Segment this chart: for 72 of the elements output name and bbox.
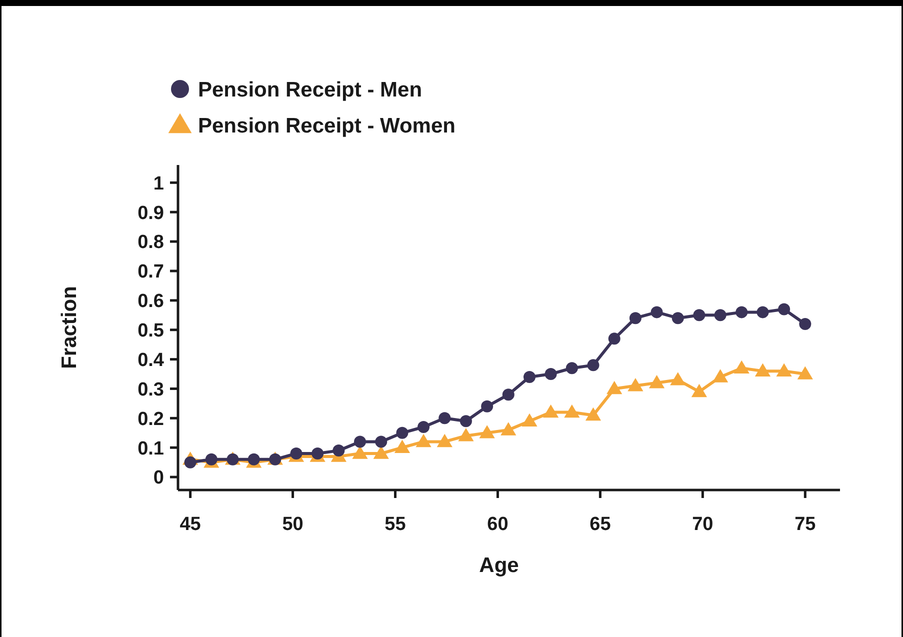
point bbox=[778, 303, 790, 316]
point bbox=[672, 312, 684, 324]
y-tick-label: 0.4 bbox=[138, 350, 164, 371]
point bbox=[523, 370, 536, 383]
y-tick-label: 1 bbox=[153, 173, 164, 194]
point bbox=[734, 360, 750, 374]
point bbox=[436, 434, 452, 448]
y-tick-label: 0.8 bbox=[138, 232, 164, 254]
point bbox=[332, 444, 345, 457]
y-axis-title: Fraction bbox=[58, 286, 81, 369]
x-tick-label: 50 bbox=[282, 514, 304, 535]
point bbox=[629, 312, 642, 324]
point bbox=[628, 378, 644, 392]
point bbox=[416, 434, 432, 448]
point bbox=[373, 446, 389, 459]
point bbox=[776, 363, 792, 376]
point bbox=[479, 425, 495, 438]
point bbox=[564, 404, 580, 418]
point bbox=[754, 363, 771, 376]
point bbox=[354, 436, 366, 448]
point bbox=[587, 359, 600, 372]
y-tick-label: 0 bbox=[153, 468, 164, 489]
point bbox=[714, 309, 726, 322]
y-tick-label: 0.6 bbox=[138, 291, 164, 312]
point bbox=[650, 306, 663, 318]
point bbox=[691, 384, 707, 398]
y-tick-label: 0.7 bbox=[138, 262, 164, 283]
legend-label: Pension Receipt - Women bbox=[198, 114, 456, 138]
point bbox=[712, 369, 728, 382]
y-tick-label: 0.1 bbox=[138, 438, 164, 460]
point bbox=[396, 426, 408, 439]
point bbox=[606, 380, 622, 394]
point bbox=[248, 453, 260, 466]
y-tick-label: 0.9 bbox=[138, 202, 164, 224]
point bbox=[438, 412, 451, 424]
x-tick-label: 55 bbox=[384, 514, 406, 535]
point bbox=[566, 362, 578, 374]
point bbox=[502, 388, 514, 401]
x-tick-label: 60 bbox=[487, 514, 508, 535]
point bbox=[290, 447, 302, 460]
point bbox=[352, 446, 368, 459]
point bbox=[756, 306, 769, 318]
point bbox=[481, 400, 494, 412]
point bbox=[797, 366, 813, 380]
point bbox=[693, 309, 706, 322]
point bbox=[312, 447, 324, 460]
point bbox=[522, 413, 538, 427]
x-tick-label: 65 bbox=[590, 514, 612, 535]
point bbox=[585, 407, 602, 421]
point bbox=[184, 456, 196, 468]
point bbox=[205, 453, 218, 466]
point bbox=[375, 436, 388, 448]
y-tick-label: 0.3 bbox=[138, 379, 164, 400]
y-tick-label: 0.5 bbox=[138, 320, 164, 342]
x-tick-label: 70 bbox=[692, 514, 714, 535]
point bbox=[394, 440, 410, 454]
point bbox=[458, 428, 474, 442]
point bbox=[799, 318, 812, 330]
x-tick-label: 75 bbox=[794, 514, 816, 535]
point bbox=[648, 375, 665, 388]
y-tick-label: 0.2 bbox=[138, 408, 164, 430]
legend-label: Pension Receipt - Men bbox=[198, 78, 422, 102]
point bbox=[736, 306, 748, 318]
x-tick-label: 45 bbox=[180, 514, 202, 535]
point bbox=[544, 368, 557, 380]
x-axis-title: Age bbox=[479, 554, 519, 577]
point bbox=[460, 415, 472, 428]
point bbox=[418, 421, 430, 433]
point bbox=[608, 332, 620, 345]
point bbox=[500, 422, 516, 436]
point bbox=[670, 372, 686, 386]
point bbox=[543, 404, 559, 418]
